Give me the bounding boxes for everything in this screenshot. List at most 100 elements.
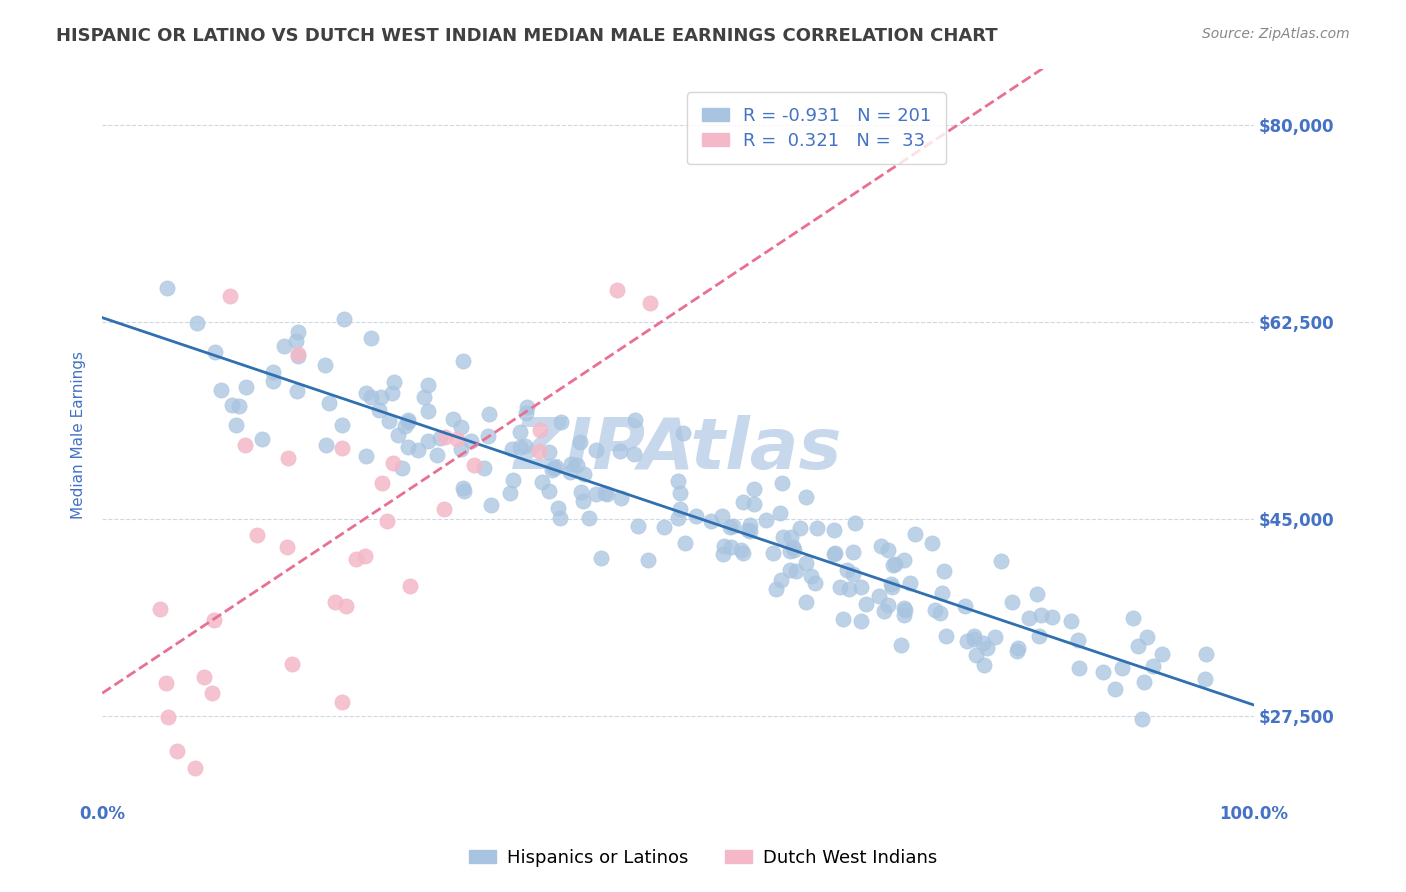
Point (675, 536, 697, 550)
Point (851, 581, 873, 595)
Point (219, 289, 242, 303)
Point (610, 491, 633, 505)
Point (228, 399, 250, 413)
Point (824, 545, 846, 559)
Point (391, 461, 413, 475)
Point (772, 530, 794, 544)
Text: ZIPAtlas: ZIPAtlas (515, 415, 842, 483)
Point (262, 365, 284, 379)
Point (1133, 675, 1156, 690)
Point (1007, 644, 1029, 658)
Point (318, 396, 340, 410)
Point (794, 491, 817, 505)
Point (262, 374, 284, 388)
Point (873, 604, 896, 618)
Point (416, 434, 439, 448)
Legend: Hispanics or Latinos, Dutch West Indians: Hispanics or Latinos, Dutch West Indians (463, 842, 943, 874)
Point (921, 536, 943, 550)
Point (1007, 640, 1029, 655)
Point (877, 542, 900, 557)
Point (406, 443, 429, 458)
Point (370, 390, 392, 404)
Point (547, 500, 569, 515)
Point (882, 580, 904, 594)
Point (976, 641, 998, 656)
Point (984, 630, 1007, 644)
Point (806, 521, 828, 535)
Point (537, 444, 560, 458)
Point (669, 502, 692, 516)
Point (451, 354, 474, 368)
Point (1029, 608, 1052, 623)
Point (235, 380, 257, 394)
Point (451, 482, 474, 496)
Point (637, 553, 659, 567)
Point (595, 486, 617, 500)
Point (1067, 661, 1090, 675)
Point (742, 482, 765, 496)
Point (360, 390, 382, 404)
Point (623, 447, 645, 461)
Point (221, 398, 243, 412)
Point (842, 545, 865, 559)
Point (527, 444, 550, 458)
Point (1126, 640, 1149, 654)
Point (516, 401, 538, 415)
Point (770, 573, 793, 587)
Point (609, 443, 631, 458)
Point (1018, 611, 1040, 625)
Point (156, 280, 179, 294)
Point (453, 483, 475, 498)
Point (770, 476, 793, 491)
Point (530, 475, 553, 490)
Point (330, 695, 353, 709)
Point (384, 375, 406, 389)
Point (796, 595, 818, 609)
Point (354, 449, 377, 463)
Point (498, 485, 520, 500)
Point (585, 443, 607, 458)
Point (738, 524, 761, 538)
Point (700, 514, 723, 528)
Point (870, 540, 893, 554)
Point (387, 428, 409, 442)
Point (481, 498, 503, 512)
Point (882, 558, 904, 572)
Point (544, 460, 567, 475)
Point (1091, 665, 1114, 679)
Point (685, 509, 707, 524)
Point (509, 441, 531, 455)
Point (501, 442, 523, 456)
Point (935, 629, 957, 643)
Point (740, 518, 762, 533)
Point (956, 633, 979, 648)
Point (890, 638, 912, 652)
Legend: R = -0.931   N = 201, R =  0.321   N =  33: R = -0.931 N = 201, R = 0.321 N = 33 (688, 92, 946, 164)
Point (287, 350, 309, 364)
Point (426, 448, 449, 462)
Point (565, 458, 588, 472)
Point (277, 450, 299, 465)
Point (904, 527, 927, 541)
Point (396, 440, 419, 454)
Point (333, 311, 356, 326)
Text: HISPANIC OR LATINO VS DUTCH WEST INDIAN MEDIAN MALE EARNINGS CORRELATION CHART: HISPANIC OR LATINO VS DUTCH WEST INDIAN … (56, 27, 998, 45)
Point (932, 564, 955, 578)
Point (233, 437, 256, 451)
Point (1104, 681, 1126, 696)
Point (666, 474, 689, 488)
Point (900, 575, 922, 590)
Point (730, 543, 752, 558)
Point (668, 511, 690, 525)
Point (713, 539, 735, 553)
Point (434, 430, 457, 444)
Point (1142, 658, 1164, 673)
Point (924, 603, 946, 617)
Point (371, 475, 394, 490)
Point (672, 425, 695, 440)
Point (1122, 611, 1144, 625)
Point (335, 599, 357, 614)
Point (330, 441, 353, 455)
Point (184, 761, 207, 775)
Point (1025, 587, 1047, 601)
